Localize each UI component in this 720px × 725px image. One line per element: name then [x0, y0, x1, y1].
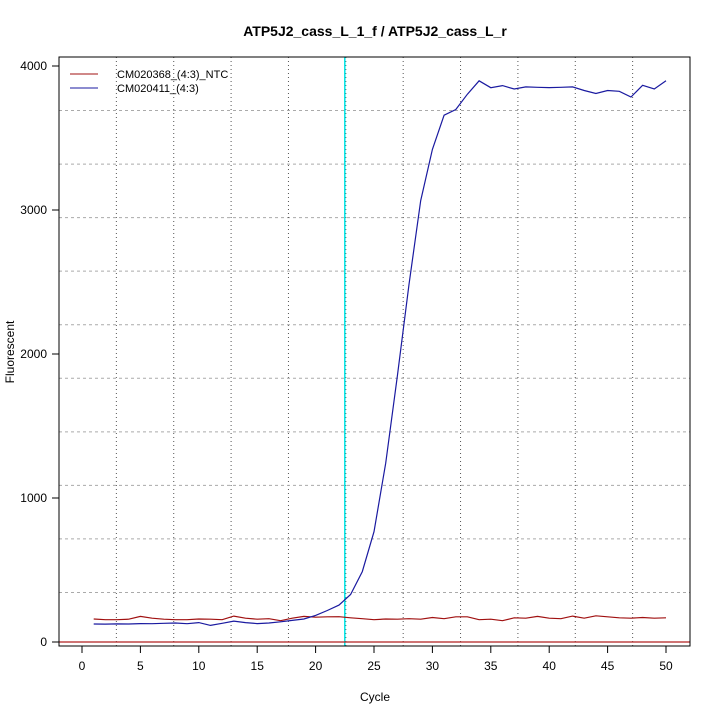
x-tick-label: 20 [309, 659, 323, 673]
series-line-0 [93, 615, 667, 622]
x-tick-label: 40 [543, 659, 557, 673]
chart-title: ATP5J2_cass_L_1_f / ATP5J2_cass_L_r [243, 23, 507, 39]
series-lines [59, 57, 690, 646]
y-tick-label: 0 [40, 635, 47, 649]
y-tick-label: 2000 [20, 347, 47, 361]
y-tick-label: 3000 [20, 203, 47, 217]
x-tick-label: 25 [367, 659, 381, 673]
y-tick-label: 4000 [20, 59, 47, 73]
x-axis-label: Cycle [360, 690, 390, 704]
plot-box [58, 56, 691, 647]
legend: CM020368_(4:3)_NTC CM020411_(4:3) [70, 69, 228, 95]
y-axis-label: Fluorescent [3, 320, 17, 383]
x-tick-label: 5 [137, 659, 144, 673]
x-tick-label: 0 [79, 659, 86, 673]
legend-label: CM020368_(4:3)_NTC [117, 69, 228, 81]
grid [59, 57, 690, 646]
x-tick-label: 50 [659, 659, 673, 673]
axes: 0 5 10 15 20 25 30 35 40 45 50 0 1000 2000 3000 4000 [20, 59, 673, 673]
series-line-1 [93, 80, 667, 627]
y-tick-label: 1000 [20, 491, 47, 505]
x-tick-label: 30 [426, 659, 440, 673]
x-tick-label: 10 [192, 659, 206, 673]
x-tick-label: 15 [251, 659, 265, 673]
x-tick-label: 35 [484, 659, 498, 673]
x-tick-label: 45 [601, 659, 615, 673]
legend-label: CM020411_(4:3) [117, 83, 199, 95]
